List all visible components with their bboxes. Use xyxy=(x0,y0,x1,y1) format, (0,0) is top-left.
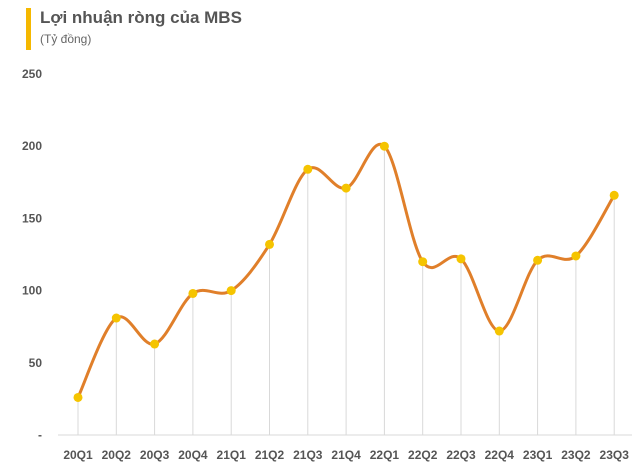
data-point-marker xyxy=(188,288,198,298)
x-tick-label: 20Q2 xyxy=(102,448,132,462)
y-axis-ticks: - 50 100 150 200 250 xyxy=(22,67,42,442)
data-point-marker xyxy=(265,239,274,249)
x-tick-label: 21Q2 xyxy=(255,448,285,462)
x-tick-label: 21Q3 xyxy=(293,448,323,462)
x-tick-label: 21Q4 xyxy=(331,448,361,462)
x-tick-label: 23Q2 xyxy=(561,448,591,462)
x-tick-label: 22Q4 xyxy=(485,448,515,462)
x-tick-label: 23Q1 xyxy=(523,448,553,462)
data-point-marker xyxy=(379,141,389,151)
x-tick-label: 21Q1 xyxy=(217,448,247,462)
data-point-marker xyxy=(111,313,121,323)
data-point-marker xyxy=(533,255,543,265)
x-axis-ticks: 20Q1 20Q2 20Q3 20Q4 21Q1 21Q2 21Q3 21Q4 22Q1 22Q2… xyxy=(63,448,629,462)
data-markers xyxy=(73,141,619,402)
x-tick-label: 22Q3 xyxy=(446,448,476,462)
data-point-marker xyxy=(456,254,466,264)
data-point-marker xyxy=(494,326,504,336)
data-point-marker xyxy=(609,190,619,200)
y-tick-label: 200 xyxy=(22,139,42,153)
x-tick-label: 20Q1 xyxy=(63,448,93,462)
y-tick-label: 100 xyxy=(22,284,42,298)
data-point-marker xyxy=(303,164,313,174)
x-tick-label: 20Q4 xyxy=(178,448,208,462)
x-tick-label: 22Q1 xyxy=(370,448,400,462)
x-tick-label: 20Q3 xyxy=(140,448,170,462)
data-point-marker xyxy=(226,286,236,296)
data-point-marker xyxy=(341,183,351,193)
data-point-marker xyxy=(571,251,581,261)
chart-title: Lợi nhuận ròng của MBS xyxy=(40,8,242,27)
chart-subtitle: (Tỷ đồng) xyxy=(40,32,92,46)
x-tick-label: 22Q2 xyxy=(408,448,438,462)
y-tick-label: 50 xyxy=(29,356,43,370)
data-point-marker xyxy=(150,339,160,349)
drop-lines xyxy=(77,146,615,435)
y-tick-label: 250 xyxy=(22,67,42,81)
y-tick-label: - xyxy=(38,428,42,442)
x-tick-label: 23Q3 xyxy=(600,448,630,462)
data-point-marker xyxy=(73,392,83,402)
y-tick-label: 150 xyxy=(22,211,42,225)
title-accent-bar xyxy=(26,8,31,50)
data-point-marker xyxy=(418,257,428,267)
series-line xyxy=(76,142,616,399)
